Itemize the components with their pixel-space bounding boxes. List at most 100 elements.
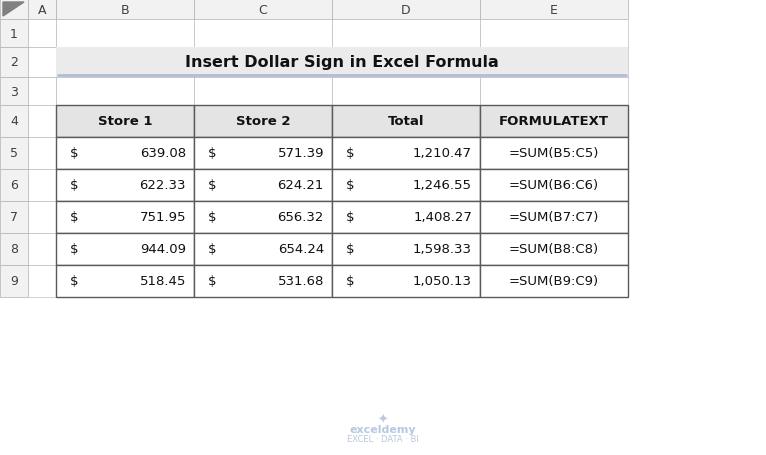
Bar (28, 170, 56, 202)
Bar (332, 106, 480, 138)
Bar (194, 202, 332, 233)
Text: E: E (550, 4, 558, 16)
Bar (194, 170, 332, 202)
Bar (56, 233, 194, 265)
Bar (56, 48, 628, 78)
Bar (56, 202, 194, 233)
Text: 656.32: 656.32 (277, 211, 324, 224)
Bar (480, 0, 628, 20)
Bar (480, 202, 628, 233)
Text: D: D (401, 4, 411, 16)
Bar (332, 233, 480, 265)
Text: Store 1: Store 1 (98, 115, 152, 128)
Text: 1,210.47: 1,210.47 (413, 147, 472, 160)
Text: $: $ (208, 147, 217, 160)
Text: 518.45: 518.45 (139, 275, 186, 288)
Bar (332, 265, 480, 298)
Bar (332, 106, 480, 138)
Text: $: $ (70, 275, 78, 288)
Bar (28, 202, 56, 233)
Bar (56, 20, 194, 48)
Text: $: $ (346, 211, 355, 224)
Text: 1,408.27: 1,408.27 (413, 211, 472, 224)
Bar (332, 138, 480, 170)
Bar (194, 48, 332, 78)
Text: 531.68: 531.68 (277, 275, 324, 288)
Bar (194, 20, 332, 48)
Bar (194, 138, 332, 170)
Bar (56, 202, 194, 233)
Bar (56, 233, 194, 265)
Bar (332, 202, 480, 233)
Bar (0, 0, 28, 20)
Bar (332, 20, 480, 48)
Bar (194, 233, 332, 265)
Bar (332, 233, 480, 265)
Bar (56, 170, 194, 202)
Bar (0, 138, 28, 170)
Bar (0, 233, 28, 265)
Text: 1,598.33: 1,598.33 (413, 243, 472, 256)
Bar (56, 265, 194, 298)
Bar (332, 170, 480, 202)
Text: 571.39: 571.39 (277, 147, 324, 160)
Bar (480, 170, 628, 202)
Bar (480, 170, 628, 202)
Bar (194, 265, 332, 298)
Bar (194, 138, 332, 170)
Bar (56, 138, 194, 170)
Bar (0, 78, 28, 106)
Bar (332, 202, 480, 233)
Text: $: $ (70, 179, 78, 192)
Bar (0, 106, 28, 138)
Bar (0, 202, 28, 233)
Text: $: $ (346, 179, 355, 192)
Bar (194, 265, 332, 298)
Bar (480, 48, 628, 78)
Bar (194, 106, 332, 138)
Bar (28, 265, 56, 298)
Text: 639.08: 639.08 (140, 147, 186, 160)
Text: =SUM(B6:C6): =SUM(B6:C6) (509, 179, 599, 192)
Bar (480, 78, 628, 106)
Text: $: $ (208, 211, 217, 224)
Bar (480, 265, 628, 298)
Bar (56, 170, 194, 202)
Text: 6: 6 (10, 179, 18, 192)
Text: C: C (259, 4, 267, 16)
Text: =SUM(B5:C5): =SUM(B5:C5) (509, 147, 599, 160)
Text: EXCEL · DATA · BI: EXCEL · DATA · BI (347, 435, 419, 444)
Text: Insert Dollar Sign in Excel Formula: Insert Dollar Sign in Excel Formula (185, 56, 499, 71)
Bar (332, 265, 480, 298)
Text: 1: 1 (10, 27, 18, 40)
Text: =SUM(B9:C9): =SUM(B9:C9) (509, 275, 599, 288)
Text: ✦: ✦ (378, 413, 388, 425)
Bar (56, 48, 194, 78)
Text: $: $ (70, 147, 78, 160)
Bar (194, 202, 332, 233)
Text: $: $ (208, 243, 217, 256)
Bar (480, 138, 628, 170)
Bar (332, 170, 480, 202)
Bar (56, 106, 194, 138)
Text: 3: 3 (10, 86, 18, 98)
Text: 5: 5 (10, 147, 18, 160)
Text: $: $ (346, 147, 355, 160)
Text: $: $ (208, 275, 217, 288)
Text: B: B (121, 4, 129, 16)
Text: 622.33: 622.33 (139, 179, 186, 192)
Text: =SUM(B8:C8): =SUM(B8:C8) (509, 243, 599, 256)
Text: 944.09: 944.09 (140, 243, 186, 256)
Text: =SUM(B7:C7): =SUM(B7:C7) (509, 211, 599, 224)
Bar (480, 233, 628, 265)
Text: $: $ (346, 243, 355, 256)
Text: 4: 4 (10, 115, 18, 128)
Text: $: $ (70, 243, 78, 256)
Bar (0, 48, 28, 78)
Bar (0, 20, 28, 48)
Bar (0, 265, 28, 298)
Text: 654.24: 654.24 (278, 243, 324, 256)
Text: 2: 2 (10, 56, 18, 69)
Bar (194, 78, 332, 106)
Bar (28, 78, 56, 106)
